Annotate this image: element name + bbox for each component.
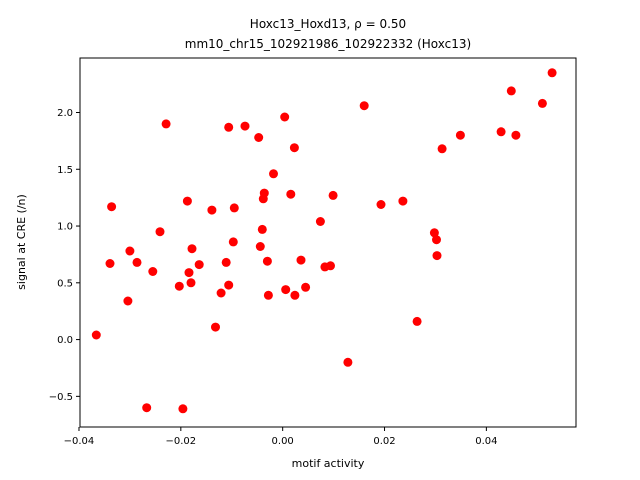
x-axis-label: motif activity — [292, 457, 365, 470]
data-point — [315, 217, 325, 226]
data-point — [286, 189, 296, 199]
data-point — [280, 112, 290, 122]
data-point — [296, 255, 306, 265]
data-point — [259, 188, 269, 198]
data-point — [412, 316, 422, 326]
data-point — [343, 357, 353, 367]
chart-title-line2: mm10_chr15_102921986_102922332 (Hoxc13) — [185, 37, 471, 51]
x-tick-label: 0.00 — [272, 436, 294, 447]
data-point — [221, 257, 231, 267]
y-axis-ticks: −0.5 0.0 0.5 1.0 1.5 2.0 — [49, 108, 80, 403]
y-tick-label: 0.5 — [57, 278, 73, 289]
data-point — [207, 205, 217, 215]
data-point — [547, 68, 557, 78]
y-tick-label: 2.0 — [57, 108, 73, 119]
data-point — [142, 403, 152, 413]
data-point — [455, 130, 465, 140]
x-tick-label: 0.04 — [475, 436, 497, 447]
x-tick-label: 0.02 — [373, 436, 395, 447]
y-axis-label: signal at CRE (/n) — [15, 194, 28, 290]
plot-area — [91, 68, 557, 414]
data-point — [161, 119, 171, 129]
data-point — [240, 121, 250, 131]
data-point — [257, 224, 267, 234]
data-point — [211, 322, 220, 332]
data-point — [186, 278, 196, 288]
data-point — [398, 196, 408, 206]
x-tick-label: −0.02 — [166, 436, 197, 447]
data-point — [105, 259, 115, 268]
data-point — [432, 251, 442, 261]
data-point — [359, 101, 369, 111]
data-point — [269, 169, 278, 179]
data-point — [174, 281, 184, 291]
data-point — [429, 228, 439, 238]
data-point — [224, 280, 234, 290]
data-point — [216, 288, 226, 298]
y-tick-label: 1.0 — [57, 222, 73, 233]
data-point — [496, 127, 506, 137]
data-point — [123, 296, 133, 306]
data-point — [255, 242, 265, 251]
data-point — [289, 143, 299, 153]
data-point — [263, 290, 273, 300]
data-point — [254, 133, 264, 142]
data-point — [511, 130, 521, 140]
data-point — [224, 122, 234, 132]
data-point — [437, 144, 447, 154]
data-point — [432, 235, 441, 245]
data-point — [107, 202, 117, 212]
data-point — [506, 86, 516, 96]
data-point — [328, 190, 338, 200]
data-point — [262, 256, 272, 266]
chart-title-line1: Hoxc13_Hoxd13, ρ = 0.50 — [250, 17, 406, 31]
data-point — [290, 290, 300, 300]
y-tick-label: −0.5 — [49, 392, 73, 403]
data-point — [537, 98, 547, 108]
data-point — [281, 285, 291, 295]
data-point — [326, 261, 335, 271]
data-point — [376, 200, 386, 209]
x-axis-ticks: −0.04 −0.02 0.00 0.02 0.04 — [64, 427, 498, 447]
y-tick-label: 0.0 — [57, 335, 73, 346]
data-point — [155, 227, 165, 237]
data-point — [125, 246, 135, 256]
data-point — [132, 257, 142, 267]
x-tick-label: −0.04 — [64, 436, 95, 447]
data-point — [182, 196, 192, 206]
data-point — [301, 282, 311, 292]
data-point — [187, 244, 197, 254]
data-point — [229, 203, 239, 213]
axes-frame — [79, 57, 577, 428]
y-tick-label: 1.5 — [57, 165, 73, 176]
data-point — [178, 404, 188, 414]
data-point — [194, 260, 204, 270]
data-point — [228, 237, 238, 247]
data-point — [148, 267, 158, 276]
data-point — [91, 330, 101, 340]
data-point — [184, 268, 194, 278]
